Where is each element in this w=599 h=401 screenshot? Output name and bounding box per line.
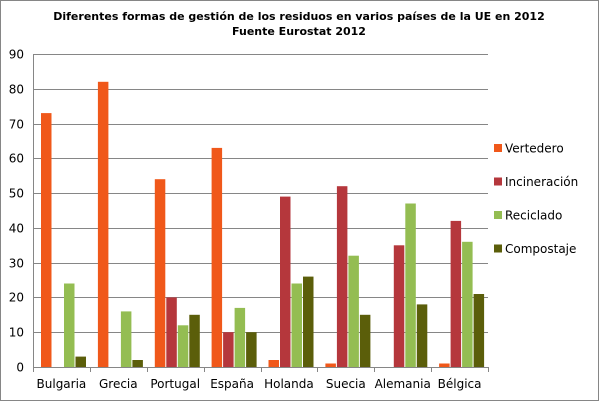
legend-label: Compostaje <box>505 242 576 256</box>
bar-reciclado-bélgica <box>462 241 473 367</box>
legend-swatch <box>494 144 502 152</box>
x-category-label: Portugal <box>150 377 200 391</box>
bar-incineración-bélgica <box>450 220 462 367</box>
legend-label: Vertedero <box>505 142 564 156</box>
bar-incineración-holanda <box>280 196 291 367</box>
x-category-label: Bélgica <box>438 377 482 391</box>
y-tick-label: 10 <box>9 326 24 340</box>
legend-swatch <box>494 244 502 253</box>
chart-subtitle: Fuente Eurostat 2012 <box>232 25 366 38</box>
x-category-label: Suecia <box>326 377 366 391</box>
bar-reciclado-portugal <box>177 325 189 367</box>
y-tick-label: 30 <box>9 257 24 271</box>
bar-reciclado-alemania <box>405 203 416 367</box>
bar-reciclado-españa <box>234 307 246 367</box>
y-tick-label: 0 <box>16 361 24 375</box>
bar-reciclado-grecia <box>120 311 132 367</box>
y-tick-label: 90 <box>9 48 24 62</box>
bar-reciclado-bulgaria <box>64 283 75 367</box>
x-category-label: Alemania <box>375 377 431 391</box>
bar-vertedero-portugal <box>154 179 166 367</box>
legend-swatch <box>494 211 502 219</box>
bar-incineración-españa <box>223 332 234 367</box>
x-category-label: España <box>210 377 254 391</box>
bar-vertedero-holanda <box>268 360 279 367</box>
bar-compostaje-bulgaria <box>75 356 86 367</box>
x-category-label: Grecia <box>99 377 138 391</box>
bar-compostaje-portugal <box>189 314 200 367</box>
bar-vertedero-bulgaria <box>41 113 52 367</box>
chart-title: Diferentes formas de gestión de los resi… <box>53 10 545 23</box>
legend-swatch <box>494 177 502 186</box>
bar-incineración-alemania <box>393 245 405 367</box>
y-tick-label: 40 <box>9 222 24 236</box>
bar-incineración-suecia <box>336 186 348 367</box>
bar-compostaje-suecia <box>359 314 371 367</box>
y-tick-label: 80 <box>9 83 24 97</box>
legend-label: Reciclado <box>505 209 562 223</box>
bar-reciclado-holanda <box>291 283 302 367</box>
bar-compostaje-holanda <box>303 276 314 367</box>
bar-compostaje-bélgica <box>473 294 485 367</box>
legend: Vertedero Incineración Reciclado Compostaje <box>494 142 578 256</box>
y-tick-label: 20 <box>9 291 24 305</box>
x-category-label: Bulgaria <box>37 377 87 391</box>
bar-compostaje-grecia <box>132 360 143 367</box>
bar-reciclado-suecia <box>348 255 359 367</box>
bar-vertedero-bélgica <box>439 363 450 367</box>
y-tick-label: 70 <box>9 118 24 132</box>
bar-vertedero-suecia <box>325 363 336 367</box>
bar-compostaje-alemania <box>416 304 428 367</box>
bar-compostaje-españa <box>246 332 257 367</box>
legend-label: Incineración <box>505 175 578 189</box>
bar-incineración-portugal <box>166 297 177 367</box>
x-category-label: Holanda <box>264 377 314 391</box>
bar-vertedero-grecia <box>97 81 109 368</box>
bar-vertedero-españa <box>211 147 223 367</box>
y-tick-label: 50 <box>9 187 24 201</box>
y-tick-label: 60 <box>9 152 24 166</box>
